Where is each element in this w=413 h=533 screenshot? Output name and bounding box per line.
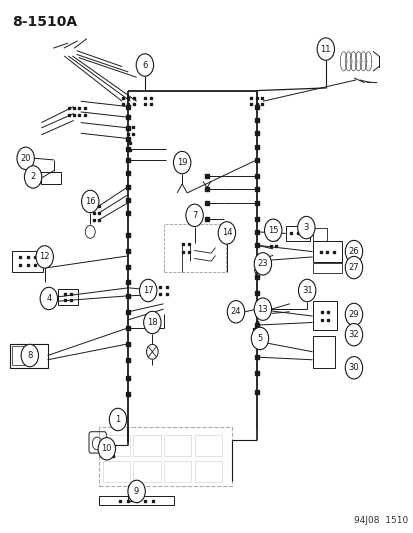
Text: 12: 12: [39, 253, 50, 261]
Circle shape: [316, 38, 334, 60]
Text: 15: 15: [267, 226, 278, 235]
Bar: [99, 496, 173, 505]
Text: 32: 32: [348, 330, 358, 339]
Circle shape: [298, 279, 315, 302]
Bar: [194, 461, 221, 482]
Circle shape: [109, 408, 126, 431]
Text: 31: 31: [301, 286, 312, 295]
Bar: [312, 228, 326, 241]
Text: 20: 20: [20, 154, 31, 163]
Circle shape: [173, 151, 190, 174]
Circle shape: [185, 204, 203, 227]
Text: 8: 8: [27, 351, 32, 360]
Bar: [102, 461, 130, 482]
Bar: [285, 226, 309, 241]
Circle shape: [40, 287, 57, 310]
Text: 19: 19: [176, 158, 187, 167]
Circle shape: [139, 279, 157, 302]
Circle shape: [98, 438, 115, 460]
Text: 3: 3: [303, 223, 308, 232]
Circle shape: [264, 219, 281, 241]
Text: 6: 6: [142, 61, 147, 69]
Bar: [194, 435, 221, 456]
Text: 8-1510A: 8-1510A: [12, 15, 77, 29]
Circle shape: [136, 54, 153, 76]
Bar: [99, 427, 231, 486]
Circle shape: [143, 311, 161, 334]
Bar: [102, 435, 130, 456]
Bar: [312, 301, 337, 330]
Text: 5: 5: [257, 334, 262, 343]
Circle shape: [297, 216, 314, 239]
Text: 16: 16: [85, 197, 95, 206]
Text: 23: 23: [257, 260, 268, 268]
Circle shape: [218, 222, 235, 244]
Text: 17: 17: [142, 286, 153, 295]
Circle shape: [24, 166, 42, 188]
Bar: [163, 224, 225, 272]
Bar: [10, 344, 47, 368]
Circle shape: [344, 324, 362, 346]
Bar: [40, 172, 61, 184]
Bar: [164, 435, 191, 456]
Bar: [312, 336, 335, 368]
Bar: [58, 289, 78, 305]
Bar: [12, 251, 43, 272]
Text: 11: 11: [320, 45, 330, 53]
Text: 29: 29: [348, 310, 358, 319]
Text: 9: 9: [134, 487, 139, 496]
Text: 4: 4: [46, 294, 51, 303]
Bar: [164, 461, 191, 482]
Text: 1: 1: [115, 415, 120, 424]
Text: 14: 14: [221, 229, 232, 237]
Text: 13: 13: [257, 305, 268, 313]
Text: 24: 24: [230, 308, 241, 316]
Circle shape: [344, 240, 362, 263]
Bar: [312, 263, 342, 273]
Bar: [133, 435, 160, 456]
Text: 18: 18: [147, 318, 157, 327]
Circle shape: [254, 253, 271, 275]
Bar: [312, 241, 342, 262]
Bar: [133, 461, 160, 482]
Bar: [12, 346, 28, 365]
Circle shape: [128, 480, 145, 503]
Text: 30: 30: [348, 364, 358, 372]
Circle shape: [344, 256, 362, 279]
Circle shape: [81, 190, 99, 213]
Circle shape: [17, 147, 34, 169]
Text: 26: 26: [348, 247, 358, 256]
Circle shape: [254, 298, 271, 320]
Text: 27: 27: [348, 263, 358, 272]
Circle shape: [251, 327, 268, 350]
Circle shape: [36, 246, 53, 268]
Circle shape: [227, 301, 244, 323]
Text: 7: 7: [192, 211, 197, 220]
Text: 94J08  1510: 94J08 1510: [353, 516, 407, 525]
Circle shape: [344, 303, 362, 326]
Circle shape: [344, 357, 362, 379]
Text: 10: 10: [101, 445, 112, 453]
Circle shape: [21, 344, 38, 367]
Text: 2: 2: [31, 173, 36, 181]
